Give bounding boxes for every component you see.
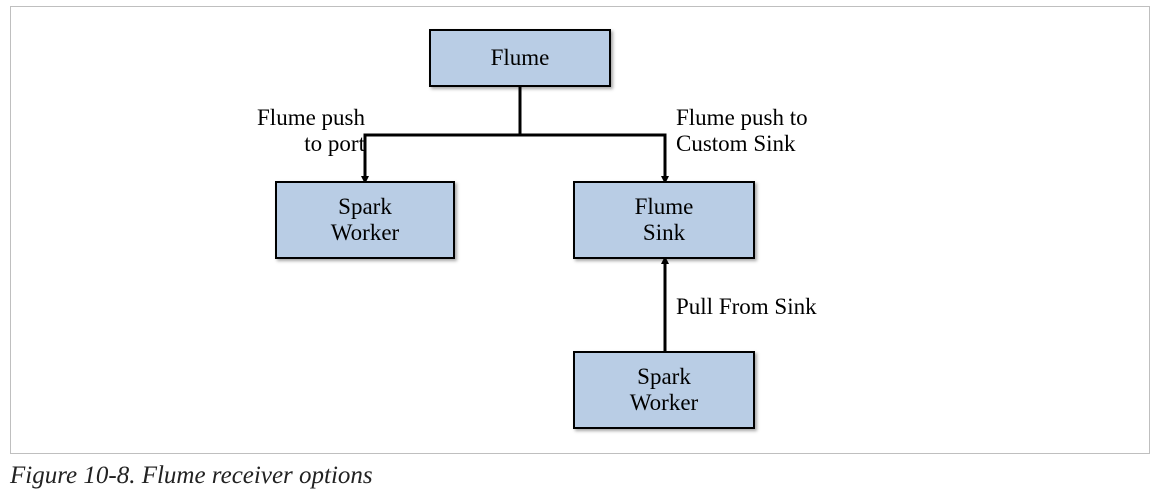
node-flume: Flume [429, 29, 611, 87]
figure-caption: Figure 10-8. Flume receiver options [10, 462, 373, 490]
node-label: SparkWorker [331, 194, 399, 247]
edge-label-pull-from-sink: Pull From Sink [676, 294, 876, 320]
node-label: FlumeSink [635, 194, 694, 247]
edge-label-push-to-port: Flume pushto port [215, 105, 365, 158]
node-label: Flume [491, 45, 550, 71]
node-spark-worker: SparkWorker [275, 181, 455, 259]
figure: Flume SparkWorker FlumeSink SparkWorker … [0, 0, 1160, 504]
node-label: SparkWorker [630, 364, 698, 417]
node-flume-sink: FlumeSink [573, 181, 755, 259]
edge-label-push-to-sink: Flume push toCustom Sink [676, 105, 876, 158]
node-spark-worker-2: SparkWorker [573, 351, 755, 429]
diagram-canvas: Flume SparkWorker FlumeSink SparkWorker … [10, 6, 1150, 454]
